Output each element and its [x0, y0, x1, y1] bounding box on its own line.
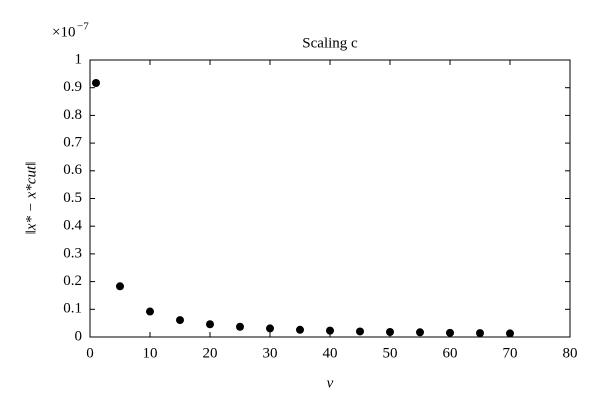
point: [176, 316, 184, 325]
x-tick-label: 70: [503, 345, 518, 361]
x-tick-label: 30: [263, 345, 278, 361]
x-tick-label: 50: [383, 345, 398, 361]
y-tick-label: 0: [75, 328, 83, 344]
point: [356, 327, 364, 336]
point: [116, 282, 124, 291]
y-tick-label: 0.5: [63, 190, 82, 206]
plot-frame: [89, 59, 571, 338]
point: [206, 320, 214, 329]
y-tick-label: 0.8: [63, 107, 82, 123]
y-axis-label: ‖x* − x*cut‖: [23, 162, 39, 235]
y-tick-label: 0.4: [63, 218, 82, 234]
y-tick-label: 0.2: [63, 273, 82, 289]
point: [146, 307, 154, 316]
point: [476, 329, 484, 338]
x-tick-label: 10: [143, 345, 158, 361]
y-offset-text: ×10: [52, 24, 75, 40]
x-tick-label: 60: [443, 345, 458, 361]
point: [506, 329, 514, 338]
point: [446, 328, 454, 337]
point: [266, 324, 274, 333]
x-tick-label: 0: [86, 345, 94, 361]
y-tick-label: 1: [75, 51, 83, 67]
point: [326, 326, 334, 335]
y-tick-label: 0.6: [63, 162, 82, 178]
x-tick-label: 80: [563, 345, 578, 361]
x-tick-label: 20: [203, 345, 218, 361]
x-tick-label: 40: [323, 345, 338, 361]
point: [386, 328, 394, 337]
y-tick-label: 0.1: [63, 301, 82, 317]
y-tick-label: 0.9: [63, 79, 82, 95]
point: [236, 322, 244, 331]
point: [416, 328, 424, 337]
point: [296, 325, 304, 334]
y-offset-exponent: −7: [77, 21, 89, 33]
point: [92, 78, 100, 87]
y-tick-label: 0.7: [63, 135, 82, 151]
chart-title: Scaling c: [302, 35, 358, 51]
y-tick-label: 0.3: [63, 245, 82, 261]
x-axis-label: v: [327, 375, 334, 391]
